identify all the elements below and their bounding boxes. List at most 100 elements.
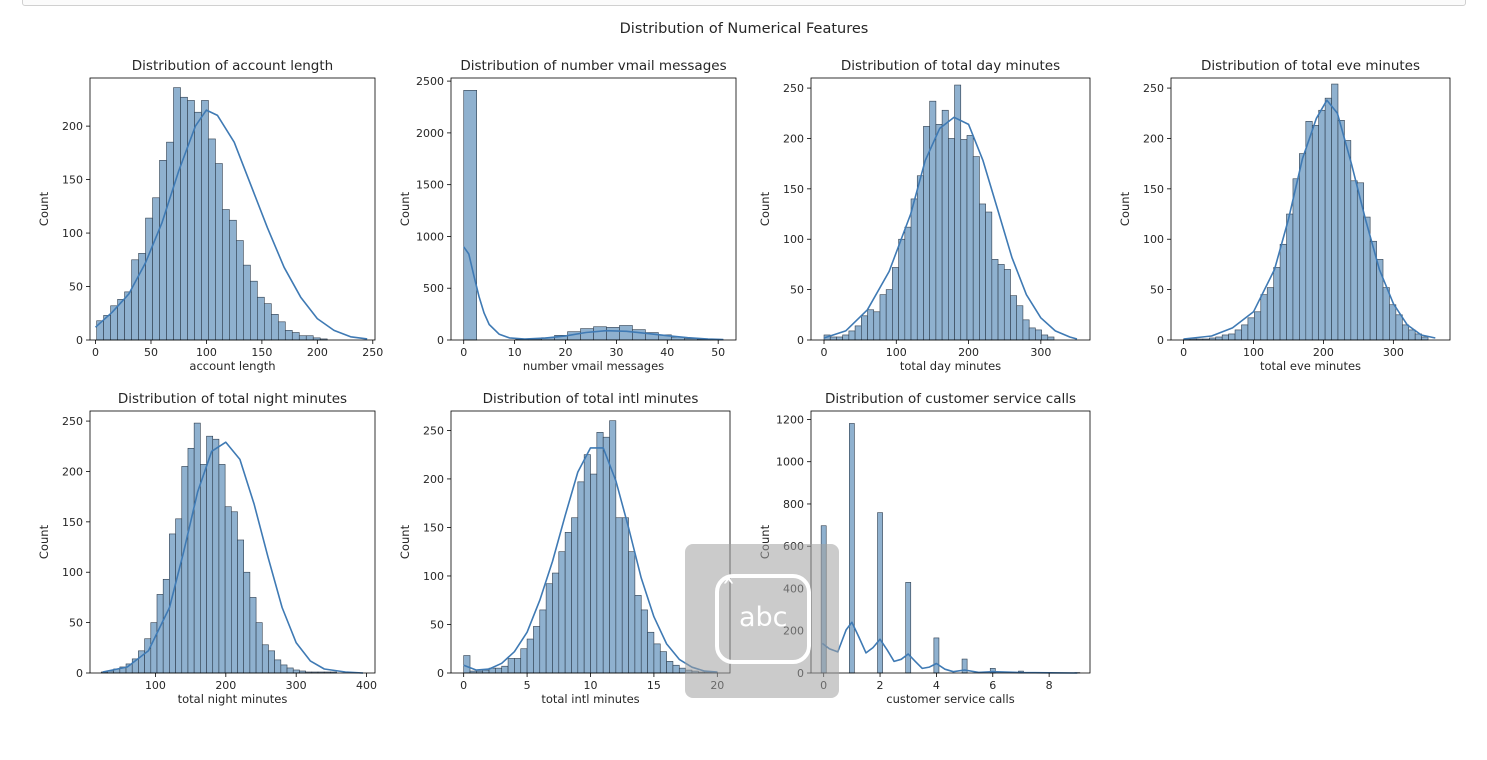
histogram-bar <box>305 335 314 341</box>
x-tick-label: 30 <box>609 346 623 359</box>
histogram-bar <box>1016 305 1024 341</box>
x-axis-label: total eve minutes <box>1260 359 1361 373</box>
y-axis-label: Count <box>37 191 51 226</box>
kde-curve <box>1183 99 1436 340</box>
y-tick-label: 500 <box>423 282 444 295</box>
histogram-bar <box>274 659 282 674</box>
histogram-bar <box>150 622 158 674</box>
y-axis-label: Count <box>1118 191 1132 226</box>
x-tick-label: 300 <box>1383 346 1404 359</box>
histogram-bar <box>1241 324 1249 341</box>
x-tick-label: 0 <box>460 346 467 359</box>
histogram-bar <box>1382 287 1390 341</box>
y-tick-label: 1000 <box>776 456 804 469</box>
y-axis-label: Count <box>758 191 772 226</box>
x-axis-label: customer service calls <box>886 692 1014 706</box>
histogram-bar <box>250 280 258 341</box>
histogram-bars <box>96 87 328 341</box>
histogram-bar <box>1254 311 1262 341</box>
histogram-bars <box>820 423 1081 674</box>
x-tick-label: 6 <box>989 679 996 692</box>
text-input-icon <box>715 574 811 664</box>
histogram-bar <box>180 96 188 341</box>
subplot-title: Distribution of total eve minutes <box>1201 58 1420 74</box>
histogram-bar <box>284 330 293 341</box>
figure-suptitle: Distribution of Numerical Features <box>620 21 869 37</box>
histogram-bar <box>910 198 918 341</box>
histogram-bar <box>867 309 875 341</box>
kde-curve <box>102 441 364 674</box>
histogram-bar <box>552 572 560 674</box>
histogram-bar <box>224 506 232 674</box>
x-tick-label: 400 <box>356 679 377 692</box>
histogram-bar <box>181 466 189 674</box>
histogram-bar <box>257 296 265 341</box>
histogram-bar <box>1395 314 1403 341</box>
text-input-overlay[interactable]: ˆ abc <box>685 544 839 698</box>
x-tick-label: 100 <box>145 679 166 692</box>
histogram-bar <box>1003 269 1011 341</box>
histogram-bar <box>1279 243 1287 341</box>
x-tick-label: 10 <box>584 679 598 692</box>
histogram-bar <box>200 464 207 674</box>
histogram-bar <box>231 511 238 674</box>
y-tick-label: 50 <box>69 281 83 294</box>
subplot-3: 0 100 200 300 0 50 100 150 200 250 Distribution of… <box>758 58 1091 373</box>
axes-frame <box>89 77 376 341</box>
histogram-bar <box>194 111 202 341</box>
histogram-bar <box>539 609 547 674</box>
y-tick-label: 0 <box>437 334 444 347</box>
x-tick-label: 40 <box>660 346 674 359</box>
histogram-bar <box>1215 336 1223 341</box>
histogram-bar <box>131 259 139 341</box>
histogram-bar <box>1350 180 1358 341</box>
histogram-bar <box>1337 120 1345 341</box>
x-tick-label: 200 <box>1313 346 1334 359</box>
y-tick-label: 150 <box>783 183 804 196</box>
y-tick-label: 50 <box>790 284 804 297</box>
y-tick-label: 200 <box>1143 132 1164 145</box>
y-tick-label: 200 <box>62 465 83 478</box>
y-axis-label: Count <box>398 191 412 226</box>
histogram-bar <box>848 330 856 341</box>
histogram-bar <box>545 583 553 674</box>
histogram-bar <box>1299 153 1307 341</box>
histogram-bar <box>1324 97 1332 341</box>
histogram-bar <box>1010 295 1018 341</box>
histogram-bar <box>1266 287 1274 341</box>
histogram-bar <box>249 597 257 674</box>
histogram-bar <box>892 267 899 341</box>
y-tick-label: 200 <box>62 120 83 133</box>
histogram-bar <box>666 661 674 674</box>
histogram-bar <box>571 517 579 674</box>
kde-curve <box>463 447 718 673</box>
histogram-bar <box>526 638 534 674</box>
histogram-bar <box>1221 334 1229 341</box>
histogram-bar <box>144 638 152 674</box>
y-tick-label: 100 <box>62 566 83 579</box>
histogram-bar <box>1247 317 1255 341</box>
histogram-bar <box>193 422 201 674</box>
x-tick-label: 300 <box>1030 346 1051 359</box>
histogram-bar <box>533 626 541 674</box>
x-tick-label: 0 <box>92 346 99 359</box>
histogram-bar <box>1022 319 1030 341</box>
histogram-bar <box>558 551 566 674</box>
y-tick-label: 0 <box>76 334 83 347</box>
x-axis-label: total night minutes <box>178 692 288 706</box>
histogram-bar <box>1228 333 1236 341</box>
histogram-bar <box>1041 334 1049 341</box>
histogram-bar <box>1234 329 1242 341</box>
histogram-bar <box>1273 267 1281 341</box>
histogram-bar <box>672 664 680 674</box>
histogram-bar <box>255 622 263 674</box>
subplot-6: 05101520050100150200250Distribution of t… <box>398 391 731 706</box>
histogram-bar <box>879 294 887 341</box>
x-tick-label: 50 <box>711 346 725 359</box>
histogram-bar <box>268 650 275 674</box>
x-tick-label: 200 <box>307 346 328 359</box>
x-tick-label: 15 <box>647 679 661 692</box>
x-tick-label: 300 <box>286 679 307 692</box>
histogram-bar <box>966 135 974 341</box>
